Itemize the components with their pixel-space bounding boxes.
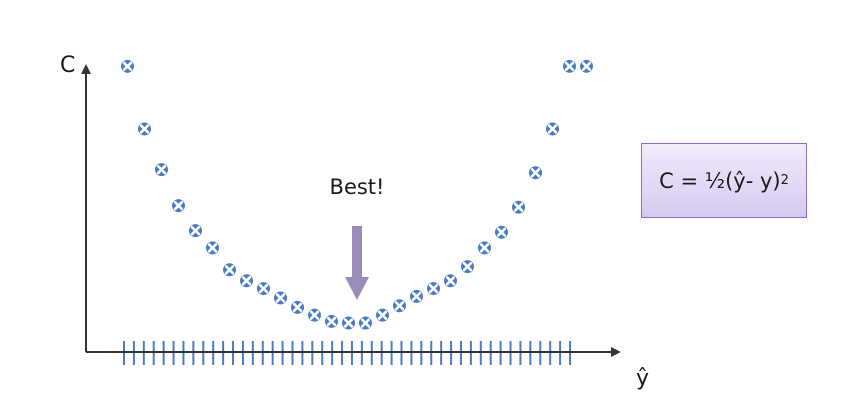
data-point bbox=[410, 289, 423, 303]
best-arrow-icon bbox=[345, 226, 369, 300]
data-point bbox=[546, 122, 559, 136]
data-point bbox=[206, 241, 219, 255]
data-point bbox=[121, 59, 134, 73]
best-annotation-label: Best! bbox=[330, 175, 385, 199]
data-point bbox=[563, 59, 576, 73]
data-point bbox=[393, 299, 406, 313]
data-point bbox=[342, 316, 355, 330]
data-point bbox=[172, 199, 185, 213]
data-point bbox=[325, 314, 338, 328]
data-point bbox=[138, 122, 151, 136]
data-point bbox=[240, 274, 253, 288]
data-point bbox=[359, 316, 372, 330]
formula-exponent: 2 bbox=[780, 173, 789, 188]
formula-text: C = ½(ŷ- y) bbox=[659, 168, 781, 193]
data-point bbox=[529, 166, 542, 180]
data-point bbox=[308, 308, 321, 322]
data-point bbox=[155, 163, 168, 177]
data-point bbox=[495, 225, 508, 239]
y-axis-label: C bbox=[60, 53, 75, 78]
data-point bbox=[223, 263, 236, 277]
data-point bbox=[376, 308, 389, 322]
data-points bbox=[121, 59, 593, 330]
data-point bbox=[478, 241, 491, 255]
data-point bbox=[189, 224, 202, 238]
cost-formula-box: C = ½(ŷ- y) 2 bbox=[641, 143, 807, 218]
data-point bbox=[274, 291, 287, 305]
data-point bbox=[461, 260, 474, 274]
data-point bbox=[580, 59, 593, 73]
data-point bbox=[444, 274, 457, 288]
data-point bbox=[291, 300, 304, 314]
data-point bbox=[257, 282, 270, 296]
data-point bbox=[512, 200, 525, 214]
x-axis-label: ŷ bbox=[636, 366, 649, 391]
data-point bbox=[427, 282, 440, 296]
